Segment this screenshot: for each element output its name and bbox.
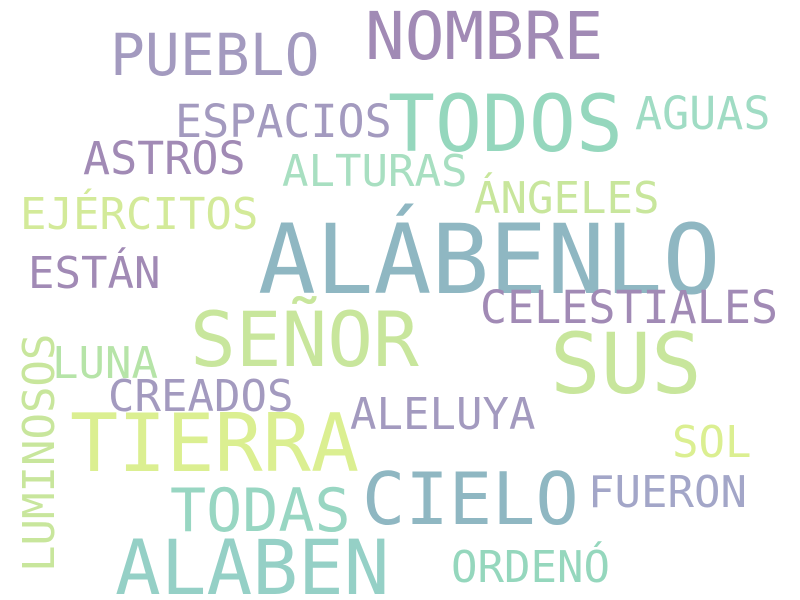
word-todas: TODAS [170, 476, 351, 546]
word-ejercitos: EJÉRCITOS [20, 189, 259, 240]
word-alaben: ALABEN [115, 523, 390, 600]
word-cielo: CIELO [362, 457, 579, 541]
word-creados: CREADOS [108, 371, 294, 422]
word-luna: LUNA [52, 338, 158, 389]
word-luminosos: ORDENÓ [451, 542, 610, 593]
word-tierra: TIERRA [70, 397, 359, 490]
word-senor: SEÑOR [190, 295, 419, 384]
word-astros: ASTROS [83, 132, 246, 185]
word-sol: SOL [672, 417, 752, 468]
word-sus: SUS [550, 315, 702, 413]
word-celestiales: CELESTIALES [480, 281, 779, 334]
word-nombre: NOMBRE [365, 0, 604, 75]
word-espacios: ESPACIOS [175, 95, 392, 148]
word-todos: TODOS [388, 80, 623, 170]
word-angeles: ÁNGELES [474, 173, 660, 224]
word-alturas: ALTURAS [282, 146, 468, 197]
word-aleluya: ALELUYA [350, 389, 536, 440]
word-fueron: FUERON [588, 467, 747, 518]
word-ordeno: LUMINOSOS [14, 333, 65, 572]
word-aguas: AGUAS [635, 87, 771, 140]
word-alabenlo: ALÁBENLO [258, 204, 721, 316]
word-estan: ESTÁN [28, 248, 161, 299]
word-pueblo: PUEBLO [110, 21, 320, 89]
